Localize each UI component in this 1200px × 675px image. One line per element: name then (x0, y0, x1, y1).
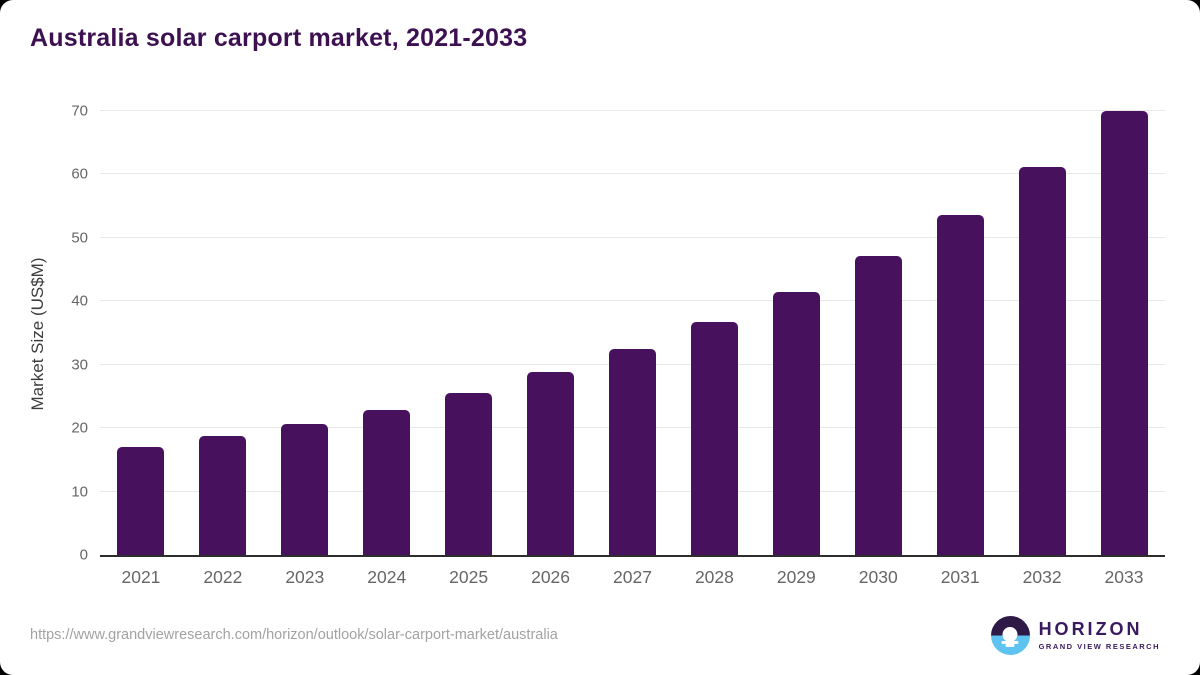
x-tick-label: 2022 (203, 567, 243, 587)
bar-slot (1001, 111, 1083, 555)
logo-subtitle: GRAND VIEW RESEARCH (1038, 641, 1160, 651)
y-tick-label: 60 (71, 165, 88, 183)
y-tick-label: 40 (71, 292, 88, 310)
y-tick-label: 0 (79, 546, 88, 564)
bar-slot (182, 111, 264, 555)
x-tick-label: 2027 (613, 567, 652, 587)
bar-slot (1083, 111, 1165, 555)
x-tick-label: 2030 (858, 567, 898, 587)
bar-slot (673, 111, 755, 555)
y-tick-label: 20 (71, 419, 88, 437)
y-axis-ticks: 0 10 20 30 40 50 60 70 (0, 104, 88, 563)
bar-2030 (854, 256, 902, 555)
gridline (100, 173, 1165, 175)
x-axis-labels: 2021 2022 2023 2024 2025 2026 2027 2028 2029 2030… (100, 567, 1165, 588)
bar-2031 (936, 215, 984, 555)
sun-circle-icon (1002, 626, 1018, 642)
bar-2023 (281, 424, 329, 555)
bar-2021 (117, 447, 165, 555)
reflection-line-icon (1001, 640, 1019, 644)
x-tick-label: 2024 (367, 567, 407, 587)
horizon-logo-icon (990, 616, 1030, 655)
x-tick-label: 2031 (940, 567, 980, 587)
bar-2026 (527, 371, 575, 555)
y-tick-label: 50 (71, 229, 88, 247)
x-tick-label: 2032 (1022, 567, 1062, 587)
bar-2027 (608, 348, 656, 555)
bar-2033 (1100, 111, 1148, 555)
bar-2029 (772, 292, 820, 555)
bar-slot (428, 111, 510, 555)
bars (100, 111, 1165, 555)
plot-area (100, 110, 1165, 557)
bar-slot (346, 111, 428, 555)
horizon-logo-text: HORIZON GRAND VIEW RESEARCH (1038, 619, 1160, 651)
bar-2024 (363, 410, 411, 555)
bar-slot (264, 111, 346, 555)
bar-slot (100, 111, 182, 555)
gridline (100, 300, 1165, 302)
x-tick-label: 2026 (531, 567, 571, 587)
horizon-logo: HORIZON GRAND VIEW RESEARCH (990, 616, 1160, 655)
x-tick-label: 2029 (776, 567, 816, 587)
bar-slot (919, 111, 1001, 555)
gridline (100, 236, 1165, 238)
bar-slot (592, 111, 674, 555)
y-tick-label: 70 (71, 102, 88, 120)
x-tick-label: 2025 (449, 567, 489, 587)
y-tick-label: 10 (71, 483, 88, 501)
bar-2025 (445, 392, 493, 555)
bar-2028 (690, 322, 738, 555)
bar-slot (755, 111, 837, 555)
x-tick-label: 2033 (1104, 567, 1144, 587)
bar-2022 (199, 436, 247, 555)
logo-name: HORIZON (1038, 619, 1143, 640)
bar-slot (510, 111, 592, 555)
bar-2032 (1018, 166, 1066, 555)
x-tick-label: 2028 (694, 567, 734, 587)
x-tick-label: 2021 (121, 567, 161, 587)
gridline (100, 110, 1165, 111)
x-tick-label: 2023 (285, 567, 325, 587)
source-url: https://www.grandviewresearch.com/horizo… (30, 627, 558, 643)
reflection-line-icon (1005, 644, 1015, 648)
chart-title: Australia solar carport market, 2021-203… (30, 24, 528, 52)
y-tick-label: 30 (71, 356, 88, 374)
bar-slot (837, 111, 919, 555)
